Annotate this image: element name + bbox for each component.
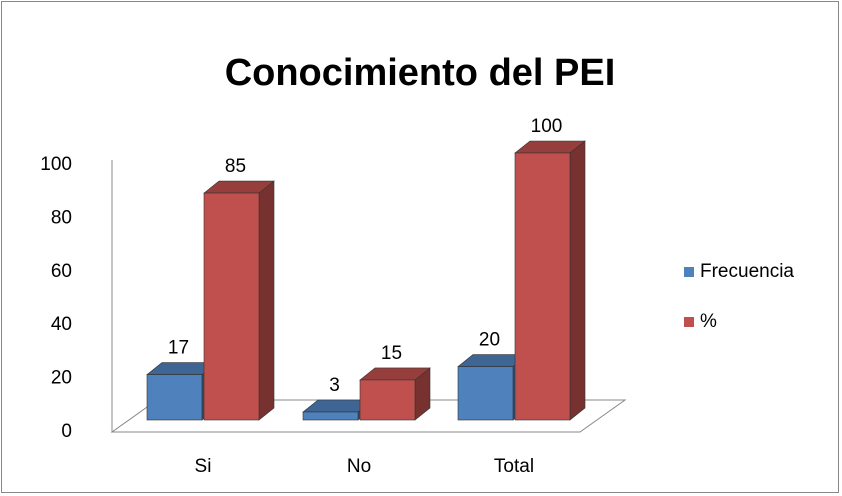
y-tick-label: 20 (51, 368, 72, 389)
y-tick-label: 60 (51, 261, 72, 282)
data-label: 100 (531, 116, 563, 137)
x-tick-label: Total (494, 456, 534, 477)
bar (457, 366, 514, 421)
legend-label: % (700, 311, 717, 332)
bar (203, 192, 260, 421)
data-label: 85 (225, 156, 246, 177)
y-tick-label: 40 (51, 314, 72, 335)
x-tick-label: No (347, 456, 371, 477)
data-label: 3 (329, 375, 340, 396)
data-label: 17 (168, 338, 189, 359)
data-label: 15 (381, 343, 402, 364)
legend-swatch (684, 317, 694, 327)
bar (146, 374, 203, 421)
bar (359, 379, 416, 421)
bar-side (258, 180, 275, 421)
y-tick-label: 80 (51, 207, 72, 228)
legend-label: Frecuencia (700, 261, 794, 282)
x-tick-label: Si (195, 456, 212, 477)
bar (514, 152, 571, 421)
y-tick-label: 0 (61, 421, 72, 442)
legend-swatch (684, 267, 694, 277)
data-label: 20 (479, 330, 500, 351)
y-tick-label: 100 (40, 154, 72, 175)
chart-title: Conocimiento del PEI (225, 52, 616, 94)
bar-side (569, 140, 586, 421)
bar (302, 411, 359, 421)
